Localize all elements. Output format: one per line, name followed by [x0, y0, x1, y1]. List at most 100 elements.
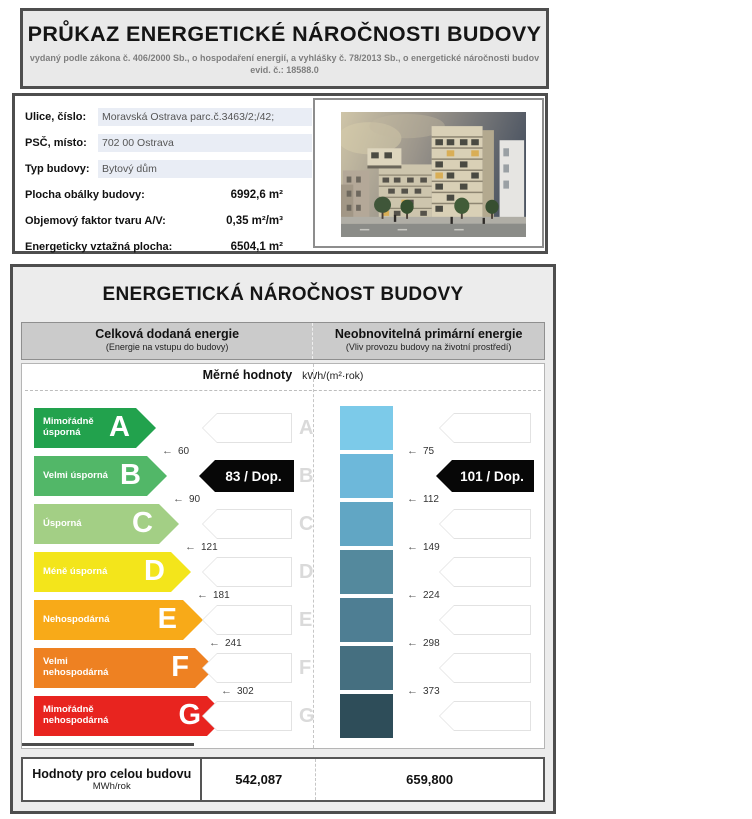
- info-label: Energeticky vztažná plocha:: [25, 240, 173, 253]
- threshold-marker: ← 224: [407, 589, 440, 601]
- ghost-arrow: [202, 413, 292, 443]
- energy-scale-area: Měrné hodnoty kWh/(m²·rok) Mimořádně úsp…: [21, 363, 545, 749]
- left-arrow-icon: ←: [407, 444, 418, 457]
- column-title: Celková dodaná energie: [95, 327, 240, 341]
- info-label: PSČ, místo:: [25, 136, 87, 149]
- energy-class-a-arrow: Mimořádně úsporná A: [34, 408, 156, 448]
- primary-scale-square-4: [340, 550, 393, 594]
- info-value: Bytový dům: [98, 159, 312, 178]
- threshold-marker: ← 75: [407, 445, 434, 457]
- left-arrow-icon: ←: [407, 492, 418, 505]
- energy-class-c-arrow: Úsporná C: [34, 504, 179, 544]
- ghost-arrow: [439, 557, 531, 587]
- threshold-value: 75: [423, 445, 435, 457]
- totals-unit: MWh/rok: [92, 781, 131, 792]
- ghost-arrow: [202, 653, 292, 683]
- primary-scale-square-1: [340, 406, 393, 450]
- info-label: Objemový faktor tvaru A/V:: [25, 214, 166, 227]
- certificate-subtitle: vydaný podle zákona č. 406/2000 Sb., o h…: [29, 53, 540, 63]
- info-value: 0,35 m²/m³: [226, 214, 283, 227]
- class-letter: F: [171, 650, 189, 683]
- threshold-value: 298: [423, 637, 440, 649]
- class-letter: C: [132, 506, 153, 539]
- threshold-value: 149: [423, 541, 440, 553]
- info-row-street: Ulice, číslo: Moravská Ostrava parc.č.34…: [25, 106, 313, 127]
- class-label: Velmi úsporná: [43, 469, 108, 481]
- class-label: Méně úsporná: [43, 565, 108, 577]
- threshold-value: 302: [237, 685, 254, 697]
- threshold-marker: ← 149: [407, 541, 440, 553]
- threshold-value: 224: [423, 589, 440, 601]
- ghost-arrow: [439, 413, 531, 443]
- ghost-letter: A: [299, 417, 314, 439]
- energy-class-e-arrow: Nehospodárná E: [34, 600, 203, 640]
- primary-scale-square-2: [340, 454, 393, 498]
- ghost-arrow: [202, 605, 292, 635]
- dashed-separator: [25, 390, 541, 391]
- ghost-arrow: [439, 701, 531, 731]
- primary-scale-square-7: [340, 694, 393, 738]
- column-subtitle: (Energie na vstupu do budovy): [105, 342, 229, 352]
- whole-building-totals-row: Hodnoty pro celou budovu MWh/rok 542,087…: [21, 757, 545, 802]
- dashed-column-divider: [313, 364, 315, 748]
- threshold-marker: ← 181: [197, 589, 230, 601]
- primary-scale-square-5: [340, 598, 393, 642]
- info-label: Ulice, číslo:: [25, 110, 87, 123]
- threshold-marker: ← 373: [407, 685, 440, 697]
- ghost-letter: F: [299, 657, 312, 679]
- info-value: 702 00 Ostrava: [98, 133, 312, 152]
- info-value: 6992,6 m²: [230, 188, 283, 201]
- threshold-value: 181: [213, 589, 230, 601]
- class-letter: A: [109, 410, 130, 443]
- evidence-number: evid. č.: 18588.0: [250, 65, 319, 75]
- certificate-header-box: PRŮKAZ ENERGETICKÉ NÁROČNOSTI BUDOVY vyd…: [20, 8, 549, 89]
- column-header-delivered-energy: Celková dodaná energie (Energie na vstup…: [22, 323, 314, 359]
- primary-energy-rating-arrow: 101 / Dop.: [436, 460, 534, 492]
- delivered-energy-rating-arrow: 83 / Dop.: [199, 460, 294, 492]
- measured-values-unit: kWh/(m²·rok): [302, 370, 364, 382]
- left-arrow-icon: ←: [185, 540, 196, 553]
- building-photo-frame: [313, 98, 544, 248]
- energy-class-d-arrow: Méně úsporná D: [34, 552, 191, 592]
- measured-values-line: Měrné hodnoty kWh/(m²·rok): [22, 368, 544, 382]
- section-title: ENERGETICKÁ NÁROČNOST BUDOVY: [102, 284, 464, 305]
- info-row-volume-factor: Objemový faktor tvaru A/V: 0,35 m²/m³: [25, 210, 313, 231]
- info-value: 6504,1 m²: [230, 240, 283, 253]
- threshold-marker: ← 241: [209, 637, 242, 649]
- left-arrow-icon: ←: [407, 636, 418, 649]
- info-row-reference-area: Energeticky vztažná plocha: 6504,1 m²: [25, 236, 313, 257]
- totals-delivered-energy-value: 542,087: [235, 772, 283, 787]
- ghost-arrow: [202, 557, 292, 587]
- threshold-value: 373: [423, 685, 440, 697]
- class-label: Úsporná: [43, 517, 82, 529]
- building-info-box: Ulice, číslo: Moravská Ostrava parc.č.34…: [12, 93, 548, 254]
- ghost-arrow: [439, 653, 531, 683]
- column-headers: Celková dodaná energie (Energie na vstup…: [21, 322, 545, 360]
- primary-scale-square-6: [340, 646, 393, 690]
- threshold-marker: ← 90: [173, 493, 200, 505]
- left-arrow-icon: ←: [221, 684, 232, 697]
- threshold-value: 60: [178, 445, 190, 457]
- table-border-segment: [22, 743, 194, 746]
- info-row-city: PSČ, místo: 702 00 Ostrava: [25, 132, 313, 153]
- building-info-table: Ulice, číslo: Moravská Ostrava parc.č.34…: [25, 106, 313, 262]
- left-arrow-icon: ←: [407, 684, 418, 697]
- energy-rating-box: ENERGETICKÁ NÁROČNOST BUDOVY Celková dod…: [10, 264, 556, 814]
- left-arrow-icon: ←: [407, 588, 418, 601]
- left-arrow-icon: ←: [173, 492, 184, 505]
- threshold-marker: ← 112: [407, 493, 439, 505]
- left-arrow-icon: ←: [162, 444, 173, 457]
- ghost-letter: D: [299, 561, 314, 583]
- info-row-building-type: Typ budovy: Bytový dům: [25, 158, 313, 179]
- class-label: Mimořádně úsporná: [43, 416, 94, 438]
- info-value: Moravská Ostrava parc.č.3463/2;/42;: [98, 107, 312, 126]
- left-arrow-icon: ←: [197, 588, 208, 601]
- measured-values-label: Měrné hodnoty: [202, 368, 293, 382]
- column-subtitle: (Vliv provozu budovy na životní prostřed…: [345, 342, 512, 352]
- info-label: Typ budovy:: [25, 162, 90, 175]
- ghost-arrow: [439, 605, 531, 635]
- threshold-marker: ← 302: [221, 685, 254, 697]
- threshold-value: 241: [225, 637, 242, 649]
- class-label: Nehospodárná: [43, 613, 110, 625]
